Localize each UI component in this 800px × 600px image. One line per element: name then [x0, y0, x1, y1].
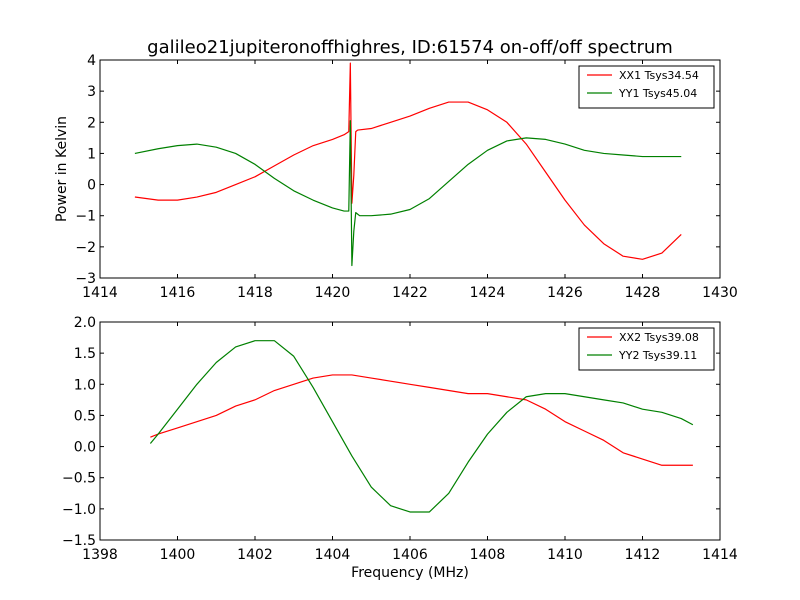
x-tick-label: 1426: [547, 285, 583, 301]
x-tick-label: 1416: [160, 285, 196, 301]
legend-label: XX2 Tsys39.08: [619, 331, 699, 344]
x-tick-label: 1424: [470, 285, 506, 301]
x-tick-label: 1406: [392, 547, 428, 563]
legend-label: YY2 Tsys39.11: [618, 349, 697, 362]
x-tick-label: 1428: [625, 285, 661, 301]
series-line-2-1: [150, 374, 693, 466]
x-tick-label: 1430: [702, 285, 738, 301]
legend-2: XX2 Tsys39.08 YY2 Tsys39.11: [578, 327, 715, 371]
x-tick-label: 1420: [315, 285, 351, 301]
y-tick-label: 0.5: [74, 408, 96, 424]
panel-2: 1398 1400 1402 1404 1406 1408 1410 1412 1414 −1.5…: [62, 315, 738, 581]
x-tick-label: 1414: [702, 547, 738, 563]
series-line-1-2: [134, 120, 682, 267]
legend-label: XX1 Tsys34.54: [619, 69, 699, 82]
series-line-1-1: [134, 62, 682, 260]
y-tick-label: 2.0: [74, 315, 96, 331]
y-tick-label: 3: [87, 84, 96, 100]
y-tick-label: 1.5: [74, 346, 96, 362]
legend-1: XX1 Tsys34.54 YY1 Tsys45.04: [578, 65, 715, 109]
x-tick-label: 1418: [237, 285, 273, 301]
y-tick-label: −0.5: [62, 471, 96, 487]
y-tick-label: 4: [87, 53, 96, 69]
x-tick-label: 1400: [160, 547, 196, 563]
y-tick-label: −1: [75, 209, 96, 225]
y-tick-label: −1.0: [62, 502, 96, 518]
x-tick-label: 1402: [237, 547, 273, 563]
x-tick-label: 1404: [315, 547, 351, 563]
x-axis-title: Frequency (MHz): [351, 565, 469, 581]
y-tick-label: −1.5: [62, 533, 96, 549]
y-tick-label: 2: [87, 115, 96, 131]
series-line-2-2: [149, 340, 694, 513]
x-tick-label: 1408: [470, 547, 506, 563]
x-tick-label: 1398: [82, 547, 118, 563]
y-tick-label: 1: [87, 146, 96, 162]
y-axis-title: Power in Kelvin: [54, 116, 70, 222]
x-tick-label: 1414: [82, 285, 118, 301]
y-tick-label: 0: [87, 178, 96, 194]
x-tick-label: 1412: [625, 547, 661, 563]
y-tick-label: −3: [75, 271, 96, 287]
y-tick-label: −2: [75, 240, 96, 256]
panel-1: 1414 1416 1418 1420 1422 1424 1426 1428 1430−3−2…: [54, 53, 738, 301]
legend-label: YY1 Tsys45.04: [618, 87, 697, 100]
figure-title: galileo21jupiteronoffhighres, ID:61574 o…: [147, 37, 673, 58]
x-tick-label: 1422: [392, 285, 428, 301]
panels: 1414 1416 1418 1420 1422 1424 1426 1428 1430−3−2…: [54, 53, 738, 581]
y-tick-label: 1.0: [74, 377, 96, 393]
x-tick-label: 1410: [547, 547, 583, 563]
legend-box: [578, 327, 715, 371]
y-tick-label: 0.0: [74, 440, 96, 456]
legend-box: [578, 65, 715, 109]
